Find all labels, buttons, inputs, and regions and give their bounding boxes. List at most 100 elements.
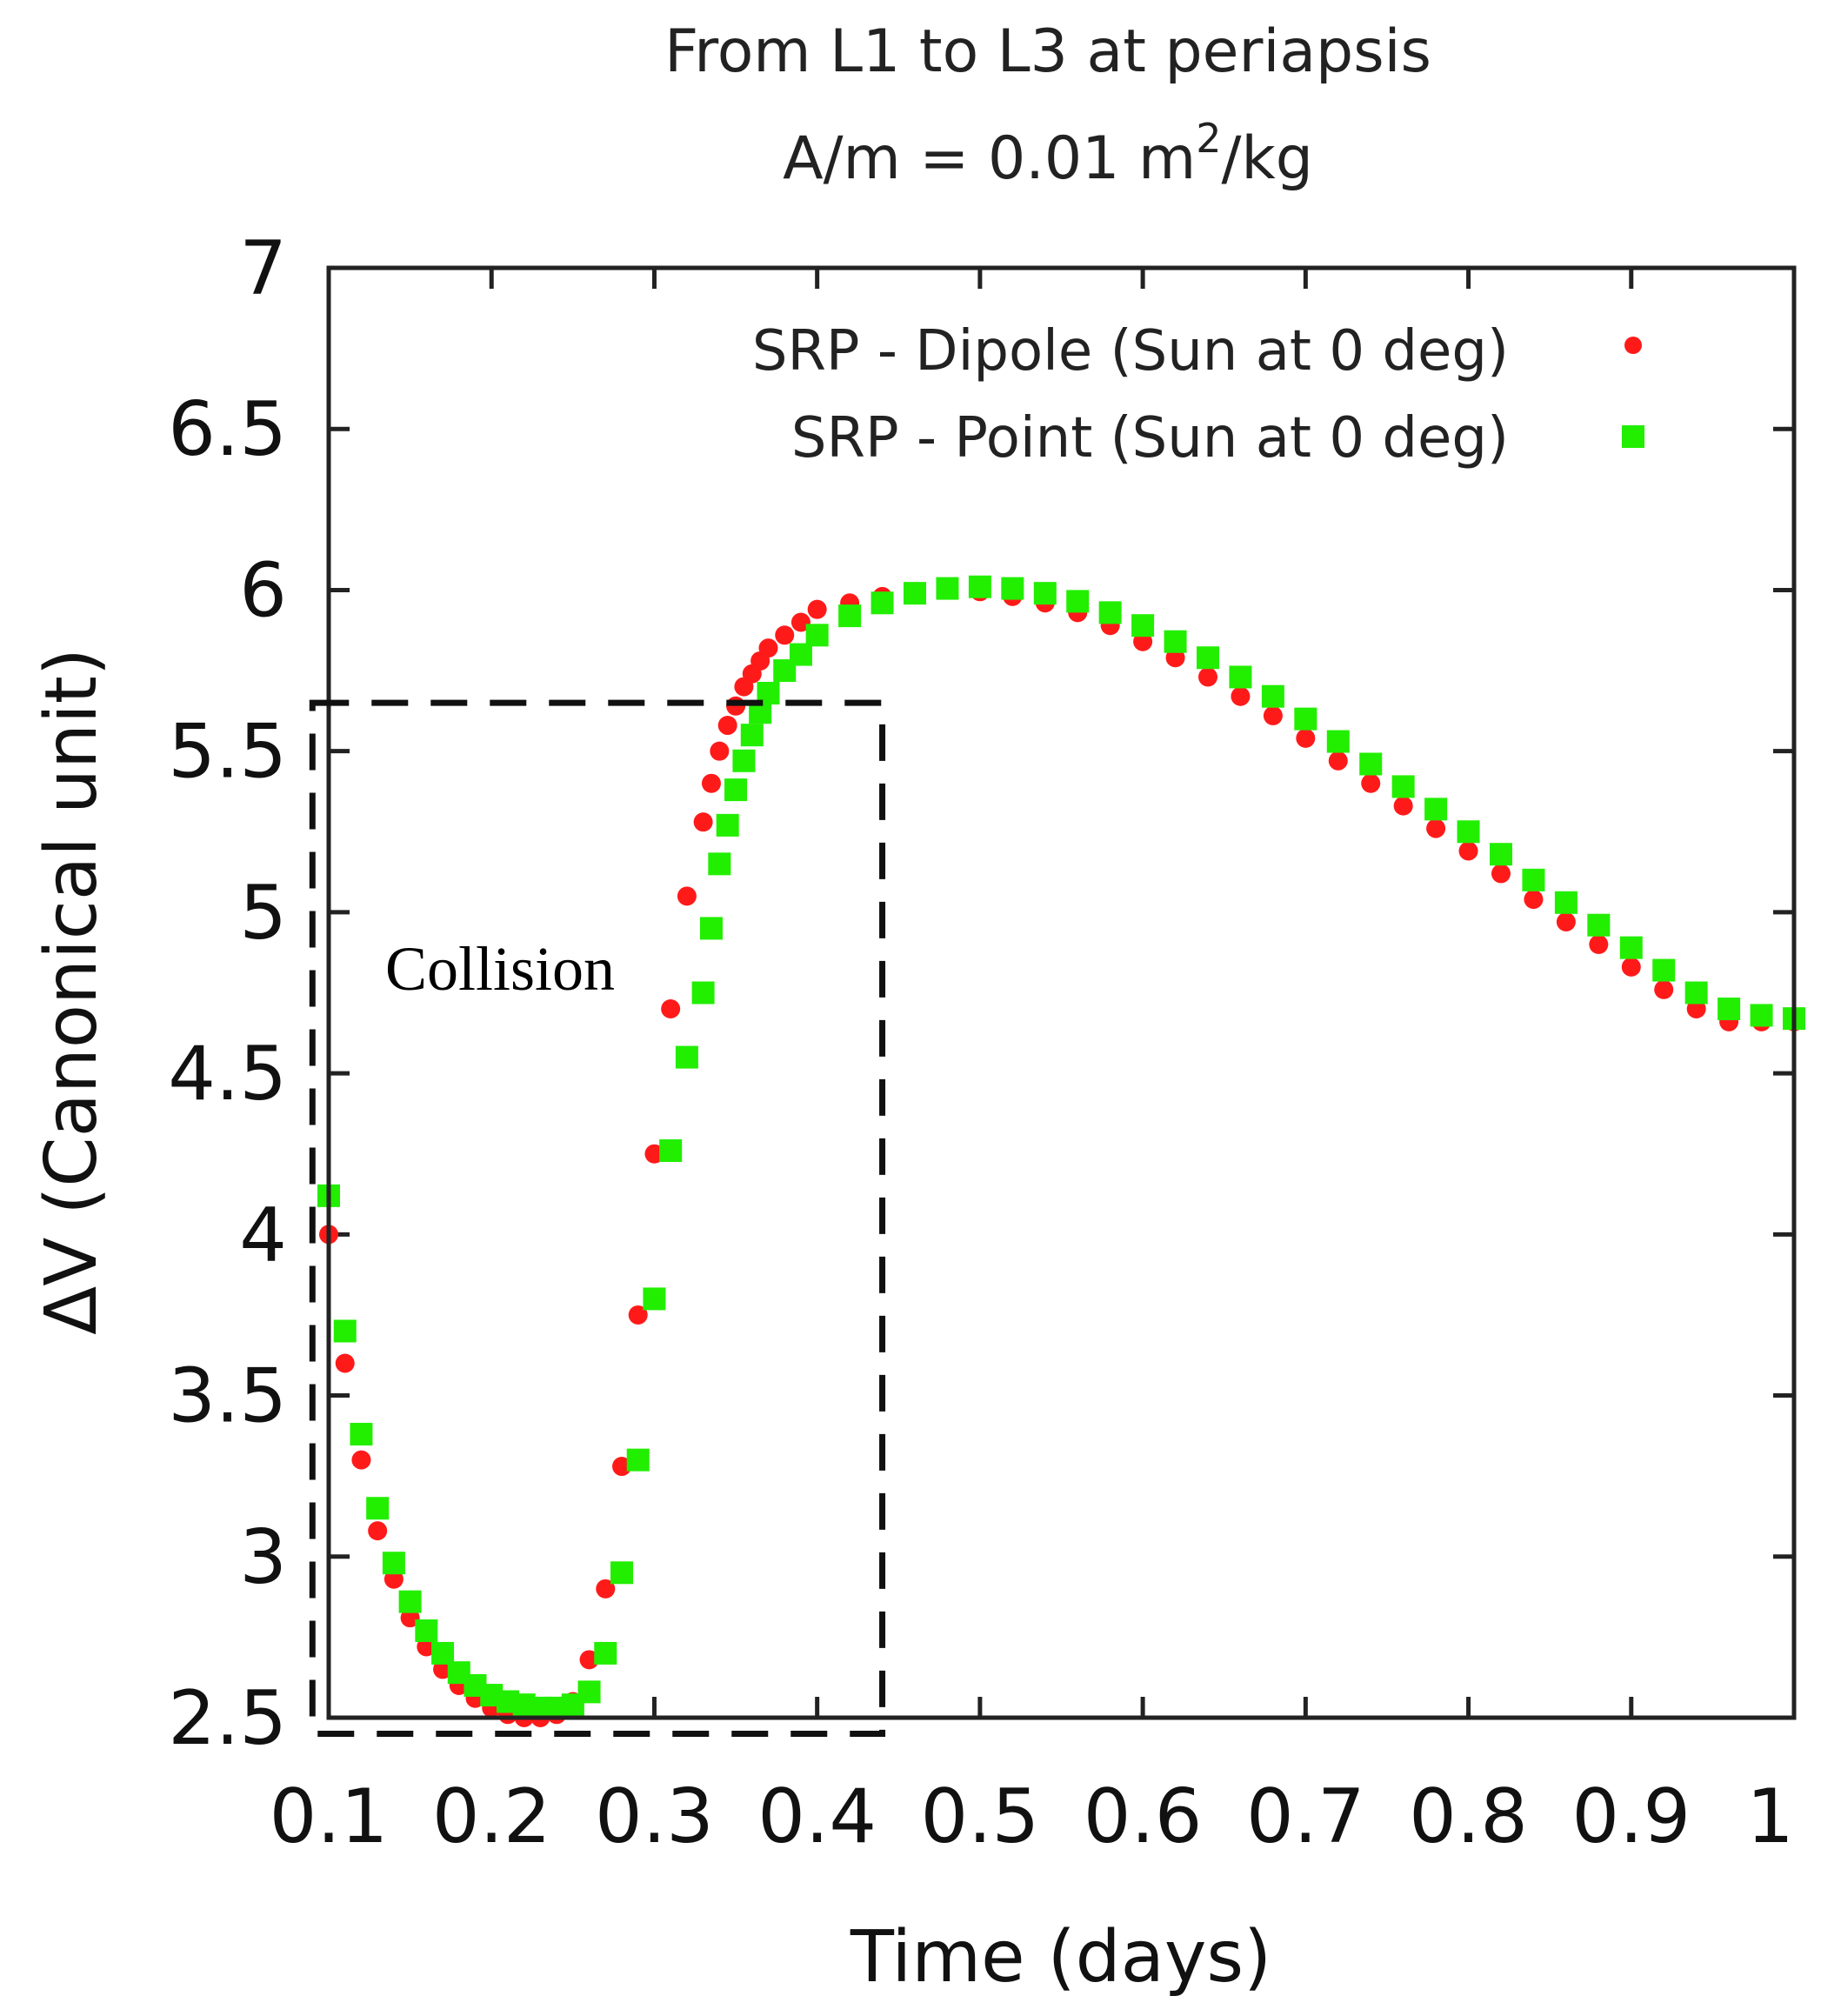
point-series-point xyxy=(1684,981,1708,1005)
point-series-point xyxy=(382,1552,405,1575)
x-axis-label: Time (days) xyxy=(850,1916,1271,1999)
point-series-point xyxy=(1001,577,1024,600)
point-series-point xyxy=(870,591,894,615)
point-series-dipole xyxy=(1198,667,1217,687)
point-series-dipole xyxy=(335,1353,355,1373)
point-series-point xyxy=(1033,582,1057,605)
point-series-point xyxy=(1164,630,1187,653)
point-series-dipole xyxy=(710,741,730,761)
legend-label-dipole: SRP - Dipole (Sun at 0 deg) xyxy=(752,319,1509,384)
point-series-point xyxy=(1718,998,1741,1021)
point-series-point xyxy=(626,1448,650,1472)
point-series-dipole xyxy=(1328,751,1348,771)
point-series-dipole xyxy=(1654,979,1674,999)
point-series-dipole xyxy=(1361,773,1381,793)
point-series-dipole xyxy=(384,1569,404,1589)
point-series-point xyxy=(594,1641,617,1665)
point-series-dipole xyxy=(644,1144,664,1164)
point-series-dipole xyxy=(790,612,810,632)
point-series-dipole xyxy=(1296,728,1316,748)
legend-marker-dipole xyxy=(1624,337,1642,354)
point-series-point xyxy=(1294,707,1317,731)
point-series-dipole xyxy=(1165,648,1185,668)
point-series-dipole xyxy=(417,1637,437,1657)
point-series-point xyxy=(740,724,764,747)
legend-label-point: SRP - Point (Sun at 0 deg) xyxy=(791,406,1509,471)
point-series-dipole xyxy=(612,1457,631,1477)
point-series-dipole xyxy=(1231,686,1251,706)
series-0 xyxy=(319,580,1804,1727)
point-series-point xyxy=(716,813,739,837)
point-series-dipole xyxy=(807,599,827,619)
point-series-point xyxy=(1587,913,1611,937)
y-tick-label: 2.5 xyxy=(168,1675,287,1762)
x-tick-label: 0.5 xyxy=(920,1773,1039,1860)
point-series-dipole xyxy=(677,886,697,906)
y-tick-label: 5 xyxy=(239,870,287,957)
point-series-dipole xyxy=(628,1305,648,1325)
point-series-dipole xyxy=(1686,999,1706,1019)
y-tick-label: 3 xyxy=(239,1514,287,1601)
point-series-point xyxy=(333,1319,357,1343)
point-series-point xyxy=(838,604,862,628)
point-series-point xyxy=(1457,820,1480,844)
point-series-point xyxy=(1490,843,1512,866)
chart-title-line2: A/m = 0.01 m2/kg xyxy=(783,115,1313,193)
point-series-dipole xyxy=(596,1579,616,1599)
point-series-dipole xyxy=(693,812,713,832)
point-series-dipole xyxy=(726,696,746,716)
title-line2-prefix: A/m = 0.01 m xyxy=(783,124,1196,193)
point-series-dipole xyxy=(1621,957,1641,977)
point-series-point xyxy=(398,1590,422,1613)
point-series-point xyxy=(415,1619,438,1642)
x-tick-label: 0.3 xyxy=(595,1773,714,1860)
y-tick-label: 5.5 xyxy=(168,709,287,796)
x-tick-label: 0.1 xyxy=(270,1773,389,1860)
point-series-dipole xyxy=(1263,705,1283,725)
point-series-point xyxy=(789,643,812,666)
point-series-point xyxy=(699,917,723,940)
point-series-dipole xyxy=(1491,864,1511,884)
point-series-point xyxy=(659,1139,683,1163)
point-series-point xyxy=(1098,601,1122,624)
point-series-point xyxy=(350,1423,373,1446)
collision-box xyxy=(309,699,886,1738)
point-series-point xyxy=(936,577,959,600)
point-series-dipole xyxy=(1556,912,1576,932)
collision-label: Collision xyxy=(385,934,615,1004)
point-series-dipole xyxy=(1393,796,1413,816)
point-series-dipole xyxy=(1589,934,1609,954)
point-series-point xyxy=(691,981,715,1005)
point-series-point xyxy=(1326,730,1350,753)
point-series-point xyxy=(1424,798,1448,821)
point-series-point xyxy=(1750,1004,1773,1027)
point-series-dipole xyxy=(758,638,778,658)
y-tick-label: 7 xyxy=(239,225,287,312)
point-series-point xyxy=(610,1561,633,1585)
point-series-point xyxy=(643,1287,666,1311)
point-series-dipole xyxy=(775,625,795,645)
point-series-point xyxy=(805,624,829,647)
point-series-dipole xyxy=(433,1659,453,1679)
point-series-point xyxy=(577,1680,601,1704)
point-series-point xyxy=(732,749,756,772)
x-tick-label: 0.6 xyxy=(1084,1773,1203,1860)
title-line2-sup: 2 xyxy=(1196,115,1221,162)
point-series-point xyxy=(904,582,926,605)
point-series-dipole xyxy=(1524,890,1544,910)
point-series-point xyxy=(1066,590,1090,613)
point-series-point xyxy=(1522,868,1545,891)
point-series-point xyxy=(1554,891,1578,914)
point-series-point xyxy=(1359,752,1383,776)
point-series-dipole xyxy=(1133,631,1153,651)
y-tick-label: 4 xyxy=(239,1192,287,1278)
legend: SRP - Dipole (Sun at 0 deg) SRP - Point … xyxy=(752,319,1644,471)
point-series-dipole xyxy=(579,1650,599,1670)
point-series-dipole xyxy=(701,773,721,793)
plot-frame xyxy=(326,265,1797,1720)
y-axis-label: ΔV (Canonical unit) xyxy=(30,648,113,1335)
y-tick-labels: 2.5 3 3.5 4 4.5 5 5.5 6 6.5 7 xyxy=(168,225,287,1762)
point-series-point xyxy=(431,1641,455,1665)
legend-marker-point xyxy=(1622,425,1644,448)
point-series-point xyxy=(1229,665,1252,689)
